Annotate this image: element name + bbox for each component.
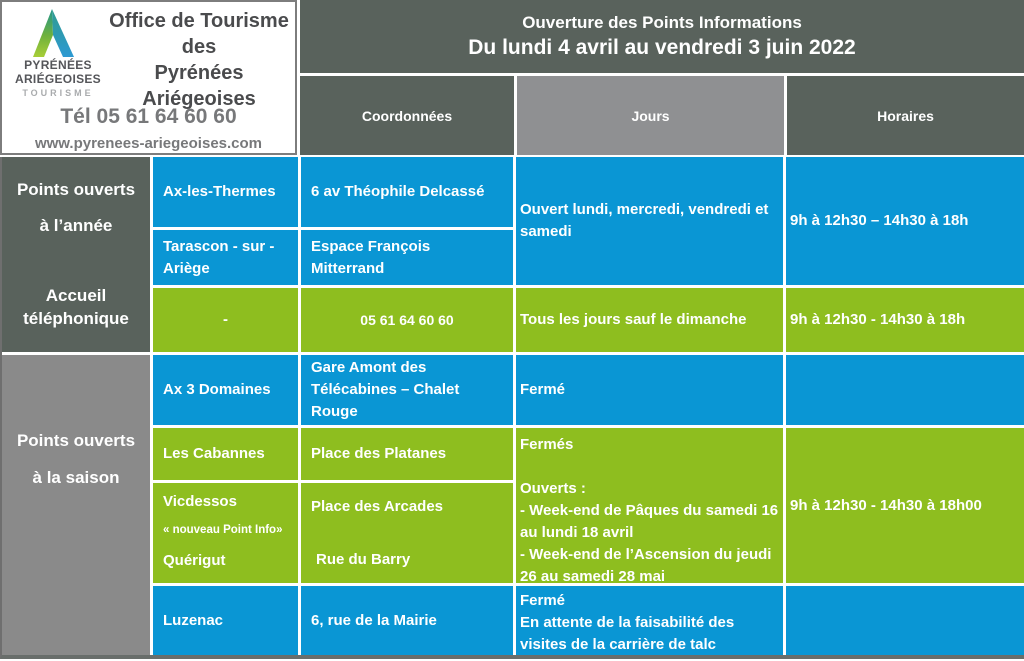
pyrenees-logo-mountain-icon <box>33 9 74 57</box>
jours-saison-fermes: Fermés <box>520 436 574 453</box>
section-annee-line1: Points ouverts <box>16 180 136 199</box>
jours-cell-saison-merged: Fermés Ouverts : - Week-end de Pâques du… <box>516 428 783 585</box>
address-cell-ax3-domaines: Gare Amont des Télécabines – Chalet Roug… <box>301 355 513 425</box>
name-cell-luzenac: Luzenac <box>153 586 298 655</box>
logo-word-ariegeoises: ARIÉGEOISES <box>15 72 101 86</box>
schedule-table: Points ouverts à l’année Accueil télépho… <box>0 157 1024 659</box>
logo-wordmark: PYRÉNÉES ARIÉGEOISES TOURISME <box>6 58 110 99</box>
brand-card: PYRÉNÉES ARIÉGEOISES TOURISME Office de … <box>0 0 297 155</box>
column-header-coordonnees: Coordonnées <box>300 76 514 155</box>
office-website: www.pyrenees-ariegeoises.com <box>34 135 263 152</box>
poster-subtitle: Du lundi 4 avril au vendredi 3 juin 2022 <box>468 36 856 59</box>
jours-saison-ouverts-ascension: - Week-end de l’Ascension du jeudi 26 au… <box>520 546 772 585</box>
poster-title: Ouverture des Points Informations <box>522 13 802 32</box>
office-title: Office de Tourisme des Pyrénées Ariégeoi… <box>104 8 294 112</box>
section-label-annee: Points ouverts à l’année Accueil télépho… <box>2 157 150 352</box>
address-cell-ax-les-thermes: 6 av Théophile Delcassé <box>301 157 513 227</box>
name-cell-ax-les-thermes: Ax-les-Thermes <box>153 157 298 227</box>
section-saison-line2: à la saison <box>32 467 120 487</box>
section-label-saison: Points ouverts à la saison <box>2 355 150 655</box>
column-header-jours: Jours <box>517 76 784 155</box>
jours-cell-ax3-domaines: Fermé <box>516 355 783 425</box>
name-cell-vicdessos-querigut: Vicdessos « nouveau Point Info» Quérigut <box>153 483 298 583</box>
address-cell-vicdessos-querigut: Place des Arcades Rue du Barry <box>301 483 513 583</box>
address-place-des-arcades: Place des Arcades <box>311 497 444 515</box>
jours-cell-phone: Tous les jours sauf le dimanche <box>516 288 783 352</box>
section-annee-line4: téléphonique <box>23 309 129 328</box>
address-cell-tarascon: Espace François Mitterrand <box>301 230 513 285</box>
office-phone: Tél 05 61 64 60 60 <box>60 105 237 128</box>
section-saison-line1: Points ouverts <box>16 430 136 450</box>
jours-luzenac-ferme: Fermé <box>520 592 566 609</box>
horaires-cell-saison-merged: 9h à 12h30 - 14h30 à 18h00 <box>786 428 1024 583</box>
column-header-horaires: Horaires <box>787 76 1024 155</box>
logo-word-tourisme: TOURISME <box>22 88 94 98</box>
name-cell-ax3-domaines: Ax 3 Domaines <box>153 355 298 425</box>
horaires-cell-ax3-empty <box>786 355 1024 425</box>
jours-saison-ouverts-paques: - Week-end de Pâques du samedi 16 au lun… <box>520 502 779 541</box>
address-rue-du-barry: Rue du Barry <box>316 550 411 568</box>
poster-header: Ouverture des Points Informations Du lun… <box>300 0 1024 73</box>
horaires-cell-luzenac-empty <box>786 586 1024 655</box>
name-querigut: Quérigut <box>163 552 226 569</box>
name-cell-tarascon: Tarascon - sur - Ariège <box>153 230 298 285</box>
office-title-line3: Pyrénées Ariégeoises <box>142 62 256 110</box>
jours-cell-luzenac: Fermé En attente de la faisabilité des v… <box>516 586 783 655</box>
office-title-line2: des <box>181 36 217 58</box>
jours-saison-ouverts-label: Ouverts : <box>520 480 586 497</box>
address-cell-luzenac: 6, rue de la Mairie <box>301 586 513 655</box>
name-cell-phone-dash: - <box>153 288 298 352</box>
section-annee-line3: Accueil <box>45 286 107 305</box>
address-cell-phone-number: 05 61 64 60 60 <box>301 288 513 352</box>
jours-luzenac-detail: En attente de la faisabilité des visites… <box>520 614 735 653</box>
section-annee-line2: à l’année <box>39 216 113 235</box>
name-vicdessos: Vicdessos <box>163 493 237 510</box>
office-title-line1: Office de Tourisme <box>109 10 289 32</box>
horaires-cell-annee: 9h à 12h30 – 14h30 à 18h <box>786 157 1024 285</box>
jours-cell-annee: Ouvert lundi, mercredi, vendredi et same… <box>516 157 783 285</box>
name-vicdessos-note: « nouveau Point Info» <box>163 524 283 536</box>
horaires-cell-phone: 9h à 12h30 - 14h30 à 18h <box>786 288 1024 352</box>
logo-word-pyrenees: PYRÉNÉES <box>24 58 92 72</box>
address-cell-les-cabannes: Place des Platanes <box>301 428 513 480</box>
name-cell-les-cabannes: Les Cabannes <box>153 428 298 480</box>
